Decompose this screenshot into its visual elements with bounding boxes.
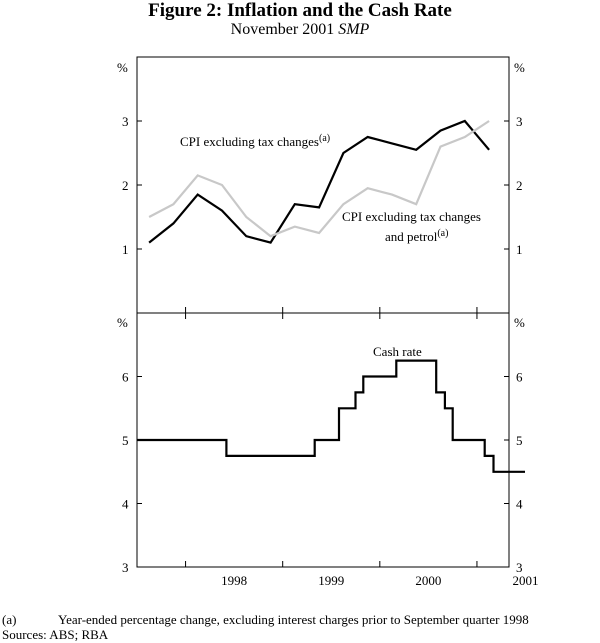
x-tick-label: 2001 <box>513 573 539 588</box>
y-tick-label-right: 5 <box>516 433 523 448</box>
cpi-series-label: CPI excluding tax changes(a) <box>180 133 330 149</box>
bottom-right-unit-label: % <box>514 315 525 330</box>
y-tick-label-left: 4 <box>122 497 129 512</box>
figure-title: Figure 2: Inflation and the Cash Rate <box>148 0 452 21</box>
subtitle-date: November 2001 <box>230 21 339 38</box>
bottom-left-unit-label: % <box>117 315 128 330</box>
top-right-unit-label: % <box>514 60 525 75</box>
cpi-series-label-text: CPI excluding tax changes <box>180 134 319 149</box>
cpi-series-label-sup: (a) <box>319 133 330 144</box>
y-tick-label-left: 2 <box>122 178 129 193</box>
cash-rate-label: Cash rate <box>373 344 422 359</box>
x-tick-label: 1998 <box>221 573 247 588</box>
footnote-marker: (a) <box>2 612 17 627</box>
petrol-series-label-line2-text: and petrol <box>385 229 438 244</box>
y-tick-label-left: 3 <box>122 560 129 575</box>
chart-frame <box>136 56 510 568</box>
subtitle-publication: SMP <box>338 21 370 38</box>
y-tick-label-right: 2 <box>516 178 523 193</box>
x-tick-label: 2000 <box>415 573 441 588</box>
petrol-series-label-line2: and petrol(a) <box>385 228 448 244</box>
y-tick-label-right: 3 <box>516 114 523 129</box>
y-tick-label-right: 3 <box>516 560 523 575</box>
x-tick-label: 1999 <box>318 573 344 588</box>
sources-note: Sources: ABS; RBA <box>2 627 109 642</box>
footnote-text: Year-ended percentage change, excluding … <box>58 612 529 627</box>
y-tick-label-left: 1 <box>122 242 129 257</box>
figure-subtitle: November 2001 SMP <box>0 21 600 39</box>
y-tick-label-right: 1 <box>516 242 523 257</box>
inflation-cash-rate-chart: 1 1 2 2 3 3 3 3 4 4 5 5 6 6 1998 1999 2000 2001 % % % % C… <box>117 56 539 588</box>
series-line-bottom-0 <box>137 359 525 473</box>
series-line-top-1 <box>148 120 490 238</box>
ticks-layer: 1 1 2 2 3 3 3 3 4 4 5 5 6 6 1998 1999 2000 2001 <box>122 114 539 588</box>
top-left-unit-label: % <box>117 60 128 75</box>
series-line-top-0 <box>148 119 490 244</box>
y-tick-label-right: 6 <box>516 370 523 385</box>
y-tick-label-left: 3 <box>122 114 129 129</box>
y-tick-label-left: 6 <box>122 370 129 385</box>
y-tick-label-right: 4 <box>516 497 523 512</box>
petrol-series-label-sup: (a) <box>437 228 448 239</box>
y-tick-label-left: 5 <box>122 433 129 448</box>
petrol-series-label-line1: CPI excluding tax changes <box>342 209 481 224</box>
series-layer <box>137 119 525 473</box>
